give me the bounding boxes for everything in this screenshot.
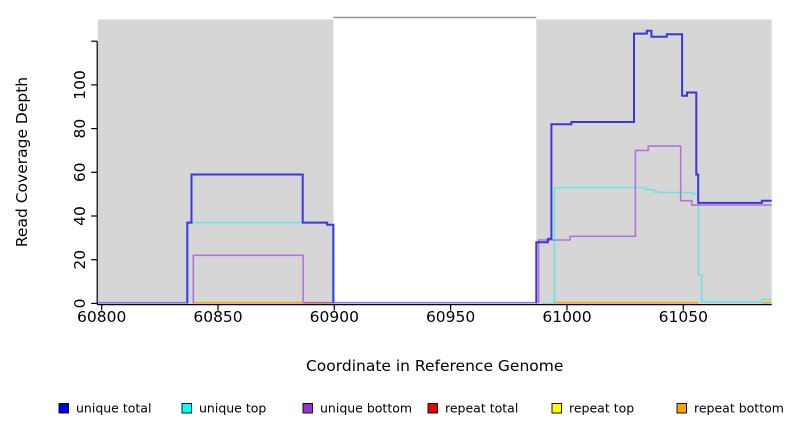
series-line-unique-top-2 xyxy=(542,186,772,305)
legend-label-unique-total: unique total xyxy=(76,401,151,416)
x-tick-label: 60800 xyxy=(77,308,126,326)
y-tick-label: 80 xyxy=(71,119,89,139)
series-line-unique-total-1 xyxy=(186,173,335,304)
series-line-unique-bottom-1 xyxy=(192,254,304,304)
legend-swatch-repeat-bottom xyxy=(676,403,687,414)
legend-swatch-repeat-total xyxy=(427,403,438,414)
legend-label-unique-top: unique top xyxy=(199,401,266,416)
y-tick-label: 60 xyxy=(71,162,89,182)
series-line-unique-total-2 xyxy=(535,29,772,304)
y-tick-label: 0 xyxy=(71,298,89,308)
y-tick-label: 40 xyxy=(71,206,89,226)
legend-swatch-unique-bottom xyxy=(302,403,313,414)
y-tick-label: 100 xyxy=(71,70,89,100)
legend-swatch-repeat-top xyxy=(551,403,562,414)
legend-label-repeat-top: repeat top xyxy=(569,401,634,416)
legend-swatch-unique-total xyxy=(58,403,69,414)
legend-label-repeat-bottom: repeat bottom xyxy=(694,401,784,416)
x-tick-label: 60950 xyxy=(426,308,475,326)
y-axis-title: Read Coverage Depth xyxy=(13,77,31,247)
x-tick-label: 61000 xyxy=(542,308,591,326)
shaded-region-1 xyxy=(97,19,334,305)
legend-label-unique-bottom: unique bottom xyxy=(320,401,412,416)
x-tick-label: 60900 xyxy=(310,308,359,326)
x-tick-label: 61050 xyxy=(659,308,708,326)
shaded-region-2 xyxy=(536,19,772,305)
x-tick-label: 60850 xyxy=(193,308,242,326)
legend-label-repeat-total: repeat total xyxy=(445,401,518,416)
x-axis-title: Coordinate in Reference Genome xyxy=(306,357,563,375)
series-line-unique-bottom-2 xyxy=(537,145,772,304)
legend-swatch-unique-top xyxy=(181,403,192,414)
y-tick-label: 20 xyxy=(71,250,89,270)
